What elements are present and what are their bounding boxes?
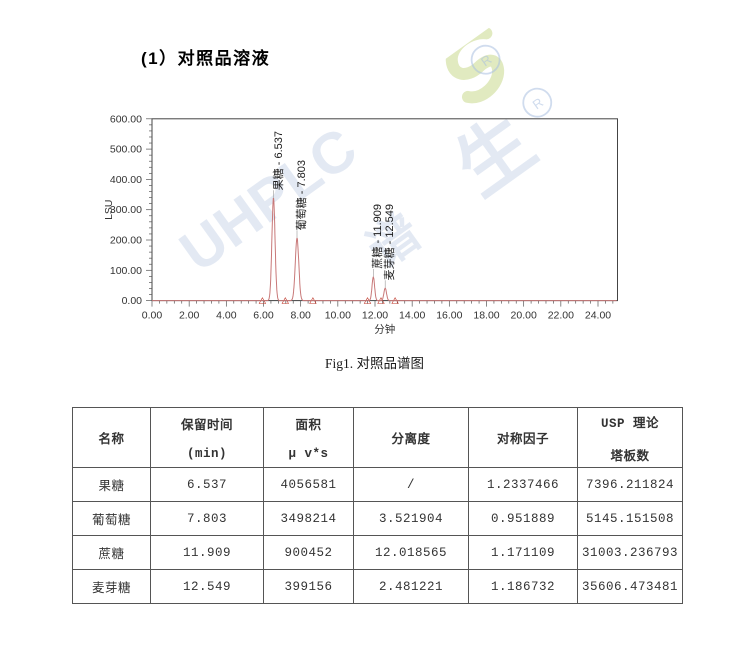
svg-text:2.00: 2.00 [179, 310, 200, 322]
svg-text:100.00: 100.00 [110, 265, 142, 277]
svg-text:600.00: 600.00 [110, 113, 142, 125]
svg-text:20.00: 20.00 [511, 310, 537, 322]
svg-text:10.00: 10.00 [325, 310, 351, 322]
svg-text:16.00: 16.00 [436, 310, 462, 322]
svg-text:4.00: 4.00 [216, 310, 237, 322]
svg-text:400.00: 400.00 [110, 174, 142, 186]
svg-text:18.00: 18.00 [473, 310, 499, 322]
svg-text:14.00: 14.00 [399, 310, 425, 322]
svg-text:分钟: 分钟 [374, 323, 395, 336]
svg-text:200.00: 200.00 [110, 235, 142, 247]
svg-text:22.00: 22.00 [548, 310, 574, 322]
svg-text:24.00: 24.00 [585, 310, 611, 322]
svg-text:0.00: 0.00 [122, 295, 143, 307]
svg-text:12.00: 12.00 [362, 310, 388, 322]
svg-text:6.00: 6.00 [253, 310, 274, 322]
svg-text:8.00: 8.00 [290, 310, 311, 322]
svg-text:0.00: 0.00 [142, 310, 163, 322]
svg-text:LSU: LSU [103, 199, 115, 219]
svg-text:500.00: 500.00 [110, 144, 142, 156]
